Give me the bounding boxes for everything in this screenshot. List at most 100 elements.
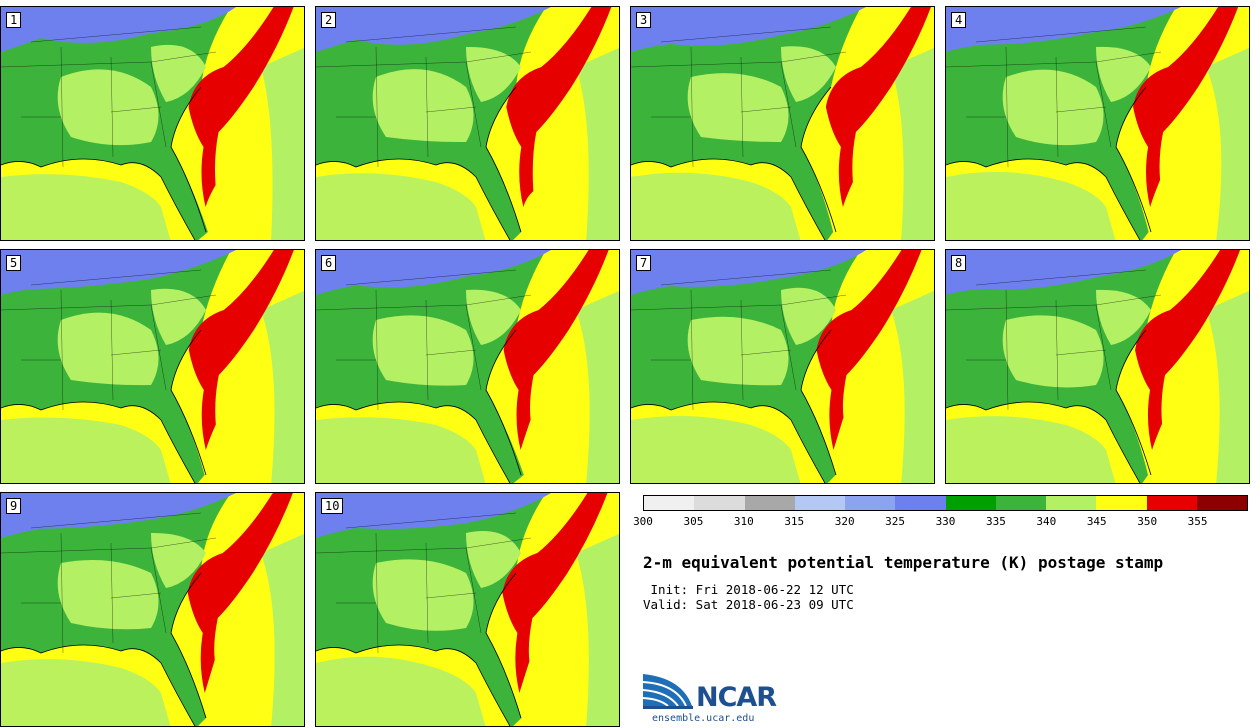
theta-e-field-map	[316, 250, 619, 483]
land-dry-patch	[57, 559, 159, 630]
colorbar-tick-label: 340	[1036, 515, 1057, 528]
colorbar-tick-label: 310	[733, 515, 754, 528]
state-border	[425, 349, 477, 356]
gulf-field	[946, 416, 1116, 483]
state-border	[975, 269, 1147, 286]
state-border	[1055, 299, 1059, 401]
state-border	[780, 294, 847, 306]
state-border	[740, 56, 744, 158]
state-border	[150, 547, 167, 634]
state-border	[1055, 56, 1059, 158]
state-border	[30, 512, 202, 529]
gulf-field	[316, 173, 486, 240]
cool-air-field	[631, 250, 866, 295]
member-label: 2	[321, 12, 337, 28]
state-border	[425, 299, 429, 401]
member-label: 1	[6, 12, 22, 28]
colorbar-tick-label: 355	[1187, 515, 1208, 528]
member-panel-4: 4	[945, 6, 1250, 241]
member-label: 9	[6, 498, 22, 514]
atlantic-field	[576, 290, 619, 483]
member-panel-5: 5	[0, 249, 305, 484]
colorbar-bin	[1046, 496, 1097, 510]
state-border	[110, 592, 162, 599]
state-border	[316, 61, 467, 68]
land-dry-patch	[687, 73, 789, 143]
colorbar-tick-label: 305	[683, 515, 704, 528]
state-border	[1, 547, 152, 554]
gulf-stream-field	[187, 493, 293, 693]
state-border	[375, 532, 379, 654]
state-border	[631, 304, 782, 311]
member-panel-8: 8	[945, 249, 1250, 484]
state-border	[150, 294, 217, 306]
land-dry-patch	[466, 289, 521, 345]
state-border	[1095, 61, 1112, 148]
coastline	[316, 86, 522, 240]
cool-air-field	[946, 7, 1181, 52]
land-dry-patch	[1096, 289, 1151, 345]
coastline	[1, 572, 207, 726]
state-border	[465, 547, 482, 634]
land-dry-patch	[57, 312, 159, 386]
colorbar-bin	[1096, 496, 1147, 510]
state-border	[1095, 294, 1162, 306]
state-border	[150, 51, 217, 63]
colorbar-bin	[995, 496, 1046, 510]
state-border	[30, 26, 202, 43]
state-border	[465, 51, 532, 63]
state-border	[780, 61, 797, 148]
colorbar-tick-label: 320	[834, 515, 855, 528]
state-border	[1055, 106, 1107, 113]
colorbar-bin	[945, 496, 996, 510]
state-border	[740, 349, 792, 356]
state-border	[110, 542, 114, 644]
state-border	[465, 537, 532, 549]
state-border	[465, 304, 482, 391]
coastline	[946, 86, 1152, 240]
coastline	[946, 329, 1152, 483]
atlantic-field	[261, 47, 304, 240]
atlantic-field	[576, 47, 619, 240]
land-dry-patch	[372, 315, 474, 386]
member-panel-1: 1	[0, 6, 305, 241]
colorbar-bin	[794, 496, 845, 510]
state-border	[60, 532, 64, 654]
state-border	[690, 46, 694, 168]
state-border	[110, 299, 114, 401]
member-label: 6	[321, 255, 337, 271]
colorbar-tick-label: 345	[1086, 515, 1107, 528]
cool-air-field	[316, 493, 551, 538]
member-label: 4	[951, 12, 967, 28]
coastline	[1, 86, 207, 240]
state-border	[60, 46, 64, 168]
colorbar-bin	[694, 496, 745, 510]
land-dry-patch	[57, 69, 159, 146]
cool-air-field	[1, 250, 236, 295]
state-border	[780, 51, 847, 63]
atlantic-field	[1206, 290, 1249, 483]
gulf-stream-field	[503, 250, 609, 450]
coastline	[1, 329, 207, 483]
colorbar-tick-label: 350	[1137, 515, 1158, 528]
theta-e-field-map	[946, 7, 1249, 240]
colorbar-tick-label: 335	[985, 515, 1006, 528]
member-panel-6: 6	[315, 249, 620, 484]
theta-e-field-map	[316, 7, 619, 240]
coastline	[316, 329, 522, 483]
cool-air-field	[316, 7, 551, 52]
colorbar-bin	[845, 496, 896, 510]
colorbar-bin	[744, 496, 795, 510]
land-dry-patch	[466, 531, 521, 588]
state-border	[150, 61, 167, 148]
member-label: 8	[951, 255, 967, 271]
member-panel-7: 7	[630, 249, 935, 484]
theta-e-field-map	[1, 250, 304, 483]
colorbar-tick-label: 325	[885, 515, 906, 528]
state-border	[465, 61, 482, 148]
state-border	[465, 294, 532, 306]
state-border	[1, 61, 152, 68]
theta-e-field-map	[631, 250, 934, 483]
state-border	[1095, 51, 1162, 63]
colorbar-bin	[1196, 496, 1247, 510]
